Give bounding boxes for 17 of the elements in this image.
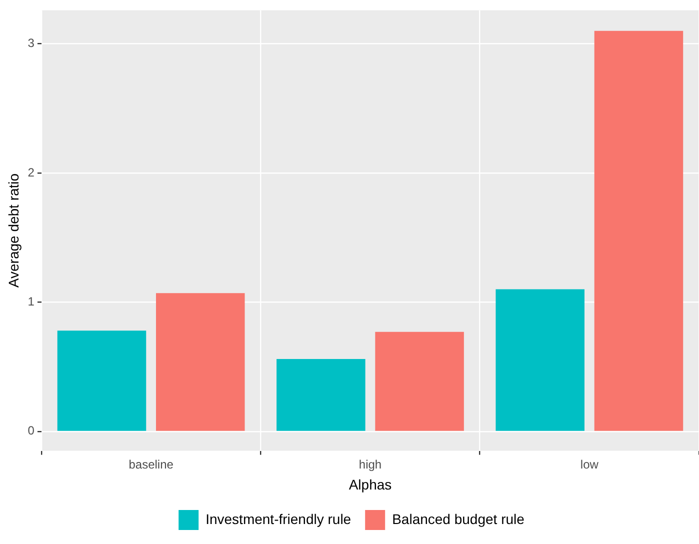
bar [57,330,146,431]
bar [594,30,684,431]
legend-label: Balanced budget rule [392,510,525,527]
y-tick-label: 2 [28,165,35,180]
x-tick-label: low [580,457,599,472]
y-tick-label: 3 [28,36,35,50]
bar [496,289,584,431]
y-tick-label: 0 [28,424,35,438]
legend-label: Investment-friendly rule [206,510,352,527]
x-tick-label: high [358,457,382,472]
y-axis-title: Average debt ratio [5,173,22,288]
bar [375,332,464,431]
bar [276,359,366,431]
x-tick-label: baseline [128,457,174,472]
y-tick-label: 1 [28,294,35,309]
x-axis-title: Alphas [348,476,392,492]
bar [156,293,245,431]
